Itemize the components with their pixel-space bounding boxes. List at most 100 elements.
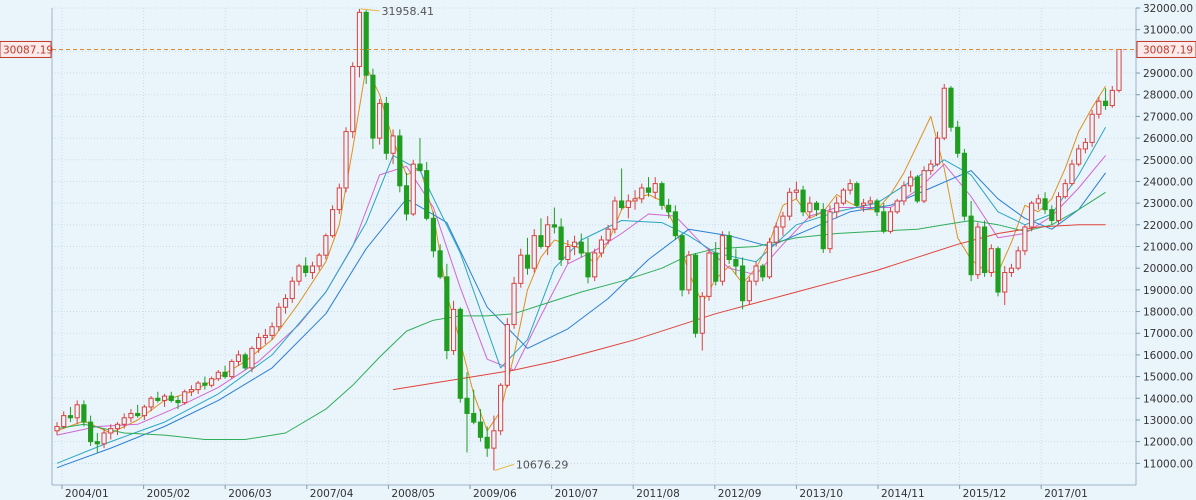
candle: [67, 406, 74, 423]
candle: [88, 415, 94, 446]
candle: [61, 411, 67, 429]
candle-body-up: [901, 185, 907, 202]
candle-body-down: [558, 226, 564, 261]
candle: [612, 196, 618, 234]
candle-body-up: [867, 200, 873, 204]
y-tick-label: 17000.00: [1143, 328, 1193, 340]
y-tick-label: 19000.00: [1143, 285, 1193, 297]
candle: [840, 187, 847, 206]
candle-body-up: [1029, 202, 1035, 228]
candle: [424, 161, 430, 221]
candle-body-down: [659, 183, 665, 206]
candle: [766, 237, 773, 280]
candle-body-up: [1076, 148, 1082, 165]
candle: [934, 131, 941, 167]
candle-body-up: [1069, 163, 1075, 185]
candle: [565, 239, 571, 264]
candle: [182, 389, 188, 405]
candle: [545, 216, 551, 256]
candle-body-down: [464, 397, 470, 414]
candle: [666, 198, 672, 219]
candle: [679, 233, 685, 297]
candle-body-up: [61, 415, 67, 427]
candle: [531, 229, 537, 273]
candle-body-up: [921, 170, 927, 202]
candle: [686, 250, 692, 295]
annotation-label-low: 10676.29: [516, 458, 569, 471]
candle-body-up: [336, 187, 342, 211]
candle-body-up: [350, 66, 356, 133]
candle-body-down: [874, 200, 880, 213]
candle: [834, 196, 840, 219]
candle: [713, 242, 719, 286]
current-price-badge-left: [0, 40, 52, 58]
candle-body-down: [854, 183, 860, 206]
candle-body-up: [1096, 100, 1102, 115]
candle-body-down: [578, 241, 584, 254]
candle-body-down: [585, 252, 591, 278]
candle: [195, 380, 201, 394]
candle: [491, 415, 497, 471]
candle-body-up: [410, 163, 416, 215]
candle-body-up: [605, 228, 611, 241]
candle: [1015, 246, 1021, 271]
candle: [1042, 192, 1048, 214]
candle-body-up: [1089, 113, 1095, 143]
candle-body-down: [242, 354, 248, 369]
y-tick-label: 21000.00: [1143, 242, 1193, 254]
candle-body-up: [787, 191, 793, 217]
candle: [867, 196, 873, 208]
candle: [955, 120, 961, 158]
candle-body-up: [827, 211, 833, 250]
candle: [175, 396, 181, 410]
candle-body-up: [941, 87, 947, 139]
moving-average-cyan: [56, 127, 1107, 464]
moving-average-blue: [56, 170, 1107, 469]
candle-body-down: [914, 176, 920, 202]
candle: [1022, 224, 1028, 256]
candle-body-down: [733, 259, 739, 267]
candle-body-up: [1082, 141, 1088, 150]
candle: [1055, 192, 1062, 225]
moving-average-magenta: [56, 155, 1106, 436]
candle: [928, 159, 934, 175]
candle: [296, 263, 302, 286]
candle: [894, 198, 900, 214]
candle: [807, 196, 813, 219]
candle: [477, 409, 484, 442]
candle: [222, 365, 228, 379]
candle: [881, 203, 887, 234]
candle: [336, 183, 342, 214]
candle-body-down: [666, 204, 672, 213]
candle-body-down: [760, 265, 766, 278]
candle-body-down: [202, 382, 208, 386]
candle-body-up: [249, 347, 255, 369]
candle: [303, 257, 309, 277]
x-tick-label: 2005/02: [147, 488, 191, 500]
candle-body-down: [1102, 100, 1109, 107]
candle: [1089, 109, 1095, 147]
candle-body-up: [74, 404, 80, 419]
candle-body-up: [545, 224, 551, 247]
candle-body-down: [961, 152, 967, 217]
candle: [1096, 96, 1102, 119]
candle: [202, 376, 208, 390]
candle: [1049, 205, 1055, 225]
candle-body-up: [625, 200, 631, 208]
candle: [1109, 86, 1115, 108]
candle-body-up: [128, 412, 134, 419]
candle-body-up: [1022, 226, 1028, 252]
candle-body-up: [235, 354, 242, 362]
candle-body-up: [793, 189, 799, 193]
current-price-label-right: 30087.19: [1143, 44, 1193, 56]
candle-body-up: [699, 295, 705, 334]
candle: [323, 233, 329, 260]
candle: [161, 393, 168, 407]
y-tick-label: 24000.00: [1143, 176, 1193, 188]
candle: [625, 194, 631, 219]
y-tick-label: 23000.00: [1143, 198, 1193, 210]
candle-body-up: [753, 265, 759, 282]
candle-body-up: [565, 246, 571, 261]
